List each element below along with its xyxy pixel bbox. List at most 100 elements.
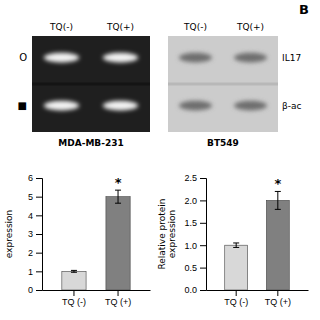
y-tick-label: 0.5: [184, 263, 197, 273]
error-bar: [275, 191, 281, 209]
x-tick-mark: [236, 290, 237, 296]
gel-row-label: β-ac: [282, 101, 302, 111]
y-tick-mark: [200, 223, 206, 224]
gel-band: [44, 53, 79, 63]
error-bar-stem: [118, 190, 119, 203]
y-tick: 3: [28, 229, 42, 239]
y-tick-label: 2: [28, 248, 33, 258]
x-tick-label: TQ (+): [105, 297, 131, 307]
y-tick-mark: [200, 178, 206, 179]
x-tick-label: TQ (+): [265, 297, 291, 307]
y-axis-line: [36, 179, 43, 291]
x-tick-mark: [73, 290, 74, 296]
gel-cell-line: MDA-MB-231: [58, 138, 123, 148]
y-tick-label: 6: [28, 173, 33, 183]
y-tick-label: 5: [28, 192, 33, 202]
gel-band: [44, 101, 79, 111]
y-axis: 0 1 2 3 4 5 6: [28, 173, 43, 295]
gel-row-label: O: [19, 52, 27, 63]
y-tick-mark: [200, 268, 206, 269]
y-tick-label: 1: [28, 267, 33, 277]
bar: [106, 197, 130, 290]
y-tick: 0.0: [184, 285, 206, 295]
gel-band: [179, 101, 212, 111]
y-tick-mark: [36, 234, 42, 235]
error-bar-cap: [115, 203, 121, 204]
gel-column-label: TQ(+): [236, 22, 264, 32]
gel-divider: [32, 83, 150, 86]
x-tick-label: TQ (-): [224, 297, 248, 307]
x-tick-mark: [118, 290, 119, 296]
gel-column-label: TQ(-): [49, 22, 73, 32]
y-axis-label: Relative proteinexpression: [157, 198, 177, 269]
y-tick-label: 1.5: [184, 218, 197, 228]
gel-background: [168, 36, 278, 132]
gel-band: [103, 101, 138, 111]
y-tick: 2: [28, 248, 42, 258]
y-axis-line: [200, 179, 207, 291]
x-tick: TQ (-): [224, 290, 248, 307]
gel-band: [234, 101, 267, 111]
significance-label: *: [115, 175, 122, 190]
gel-band: [234, 53, 267, 63]
plot-area: [62, 190, 130, 290]
gel-column-label: TQ(-): [183, 22, 207, 32]
y-tick-mark: [36, 178, 42, 179]
gel-background: [32, 36, 150, 132]
error-bar-cap: [275, 209, 281, 210]
y-tick: 5: [28, 192, 42, 202]
y-tick: 4: [28, 211, 42, 221]
y-tick-label: 2.0: [184, 196, 197, 206]
y-axis: 0.0 0.5 1.0 1.5 2.0 2.5: [184, 173, 206, 295]
plot-area: [225, 191, 290, 290]
error-bar-stem: [236, 243, 237, 247]
y-tick-mark: [36, 197, 42, 198]
panel-label: B: [299, 2, 309, 17]
y-tick-mark: [36, 290, 42, 291]
x-axis: TQ (-) TQ (+): [207, 290, 309, 307]
y-axis-label: expression: [4, 210, 14, 259]
error-bar: [71, 270, 77, 272]
y-tick-mark: [36, 253, 42, 254]
y-tick-mark: [200, 290, 206, 291]
y-tick: 1.0: [184, 241, 206, 251]
gel-row-label: ■: [18, 100, 27, 111]
y-tick-label: 4: [28, 211, 33, 221]
gel-cell-line: BT549: [207, 138, 239, 148]
y-tick: 2.5: [184, 173, 206, 183]
y-tick: 0: [28, 285, 42, 295]
gel-panel: [32, 36, 150, 132]
bar: [266, 200, 289, 290]
gel-panel: [168, 36, 278, 132]
y-tick-mark: [200, 200, 206, 201]
bar: [62, 271, 86, 290]
y-tick-label: 0.0: [184, 285, 197, 295]
gel-row-label: IL17: [282, 53, 301, 63]
y-tick-label: 0: [28, 285, 33, 295]
y-tick: 0.5: [184, 263, 206, 273]
error-bar-cap: [233, 242, 239, 243]
gel-column-label: TQ(+): [106, 22, 134, 32]
gel-band: [103, 53, 138, 63]
significance-label: *: [274, 176, 281, 191]
gel-divider: [168, 83, 278, 86]
y-tick-mark: [200, 245, 206, 246]
y-tick-label: 3: [28, 229, 33, 239]
x-tick: TQ (+): [265, 290, 291, 307]
error-bar: [115, 190, 121, 203]
x-axis: TQ (-) TQ (+): [43, 290, 151, 307]
x-tick-label: TQ (-): [62, 297, 86, 307]
x-axis-line: [43, 290, 151, 291]
y-tick: 1.5: [184, 218, 206, 228]
y-tick: 1: [28, 267, 42, 277]
error-bar-cap: [71, 272, 77, 273]
y-tick-mark: [36, 215, 42, 216]
figure: TQ(-) TQ(+) O ■ MDA-MB-231 TQ(-) TQ(+) IL17 β-ac…: [0, 0, 320, 320]
y-tick-label: 1.0: [184, 241, 197, 251]
bar: [225, 245, 248, 290]
error-bar: [233, 243, 239, 247]
error-bar-cap: [233, 247, 239, 248]
x-tick: TQ (+): [105, 290, 131, 307]
x-tick-mark: [277, 290, 278, 296]
error-bar-cap: [71, 270, 77, 271]
